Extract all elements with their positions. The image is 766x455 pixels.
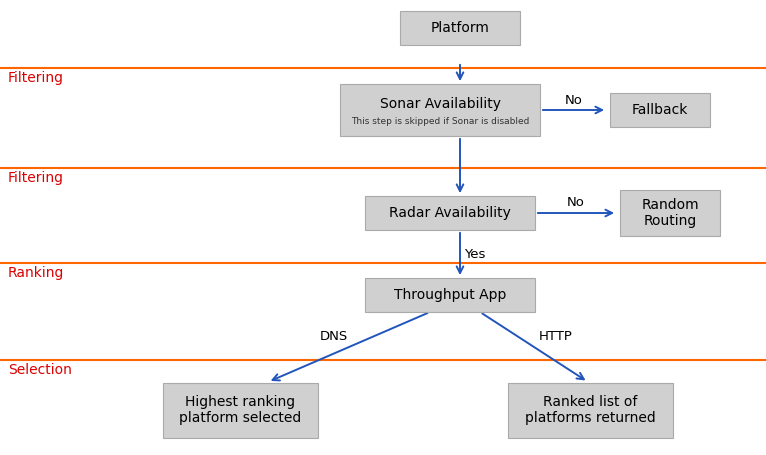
Text: DNS: DNS	[320, 330, 348, 344]
Text: Throughput App: Throughput App	[394, 288, 506, 302]
Text: No: No	[565, 93, 582, 106]
Text: Highest ranking
platform selected: Highest ranking platform selected	[179, 395, 301, 425]
Text: Fallback: Fallback	[632, 103, 688, 117]
FancyBboxPatch shape	[610, 93, 710, 127]
FancyBboxPatch shape	[365, 196, 535, 230]
FancyBboxPatch shape	[162, 383, 317, 438]
Text: Platform: Platform	[430, 21, 489, 35]
FancyBboxPatch shape	[508, 383, 673, 438]
Text: Filtering: Filtering	[8, 171, 64, 185]
Text: Selection: Selection	[8, 363, 72, 377]
Text: Radar Availability: Radar Availability	[389, 206, 511, 220]
Text: Ranking: Ranking	[8, 266, 64, 280]
Text: No: No	[567, 197, 585, 209]
Text: Sonar Availability: Sonar Availability	[379, 97, 500, 111]
Text: Random
Routing: Random Routing	[641, 198, 699, 228]
Text: Yes: Yes	[464, 248, 486, 261]
Text: This step is skipped if Sonar is disabled: This step is skipped if Sonar is disable…	[351, 117, 529, 126]
FancyBboxPatch shape	[400, 11, 520, 45]
FancyBboxPatch shape	[365, 278, 535, 312]
FancyBboxPatch shape	[620, 190, 720, 236]
Text: Filtering: Filtering	[8, 71, 64, 85]
Text: Ranked list of
platforms returned: Ranked list of platforms returned	[525, 395, 656, 425]
FancyBboxPatch shape	[340, 84, 540, 136]
Text: HTTP: HTTP	[539, 330, 573, 344]
